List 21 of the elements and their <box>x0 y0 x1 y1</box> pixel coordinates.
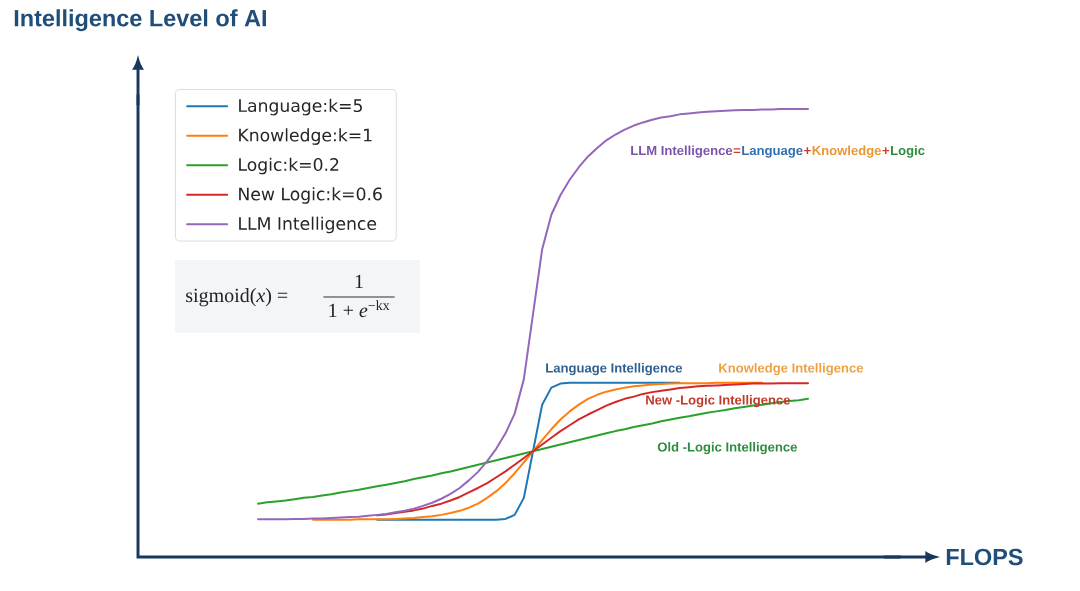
annotation: Language Intelligence <box>546 363 683 376</box>
text: FLOPS <box>946 548 1023 566</box>
annotation: + <box>804 147 811 154</box>
legend-label: LLM Intelligence <box>239 216 377 234</box>
legend-label: Logic:k=0.2 <box>239 157 339 175</box>
text: Knowledge <box>812 145 881 158</box>
text: + <box>882 147 890 154</box>
annotation: Knowledge Intelligence <box>719 363 864 376</box>
legend-label: New Logic:k=0.6 <box>239 187 382 204</box>
chart-title: Intelligence Level of AI <box>14 9 266 32</box>
annotation: Old -Logic Intelligence <box>657 442 797 455</box>
text: Logic <box>891 145 925 158</box>
annotation: New -Logic Intelligence <box>646 395 791 408</box>
annotation: 1 + e$^{−kx}$ <box>329 300 390 318</box>
legend-label: Language:k=5 <box>239 98 362 116</box>
annotation: = <box>733 148 741 154</box>
annotation: sigmoid(x) = <box>186 288 288 307</box>
annotation: Language <box>742 145 803 158</box>
legend-label: Knowledge:k=1 <box>239 128 372 145</box>
annotation: 1 <box>355 274 363 288</box>
annotation: LLM Intelligence <box>631 145 733 158</box>
